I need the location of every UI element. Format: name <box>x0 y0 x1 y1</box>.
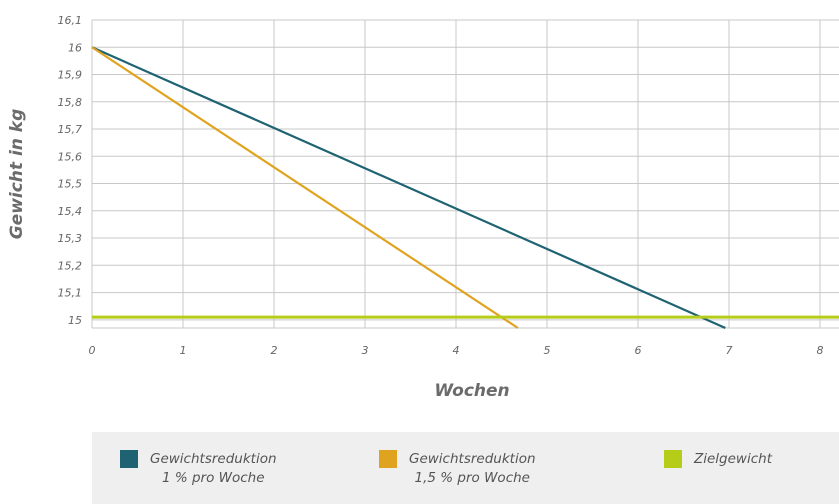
x-tick-label: 2 <box>271 344 278 357</box>
x-tick-label: 7 <box>726 344 733 357</box>
y-tick-label: 15,7 <box>58 123 83 136</box>
y-tick-label: 15,8 <box>58 96 83 109</box>
x-tick-label: 1 <box>180 344 187 357</box>
y-tick-label: 16 <box>68 41 82 54</box>
x-tick-label: 8 <box>817 344 824 357</box>
series-line-1 <box>91 46 726 330</box>
legend-label: Gewichtsreduktion 1 % pro Woche <box>150 451 277 486</box>
x-tick-label: 4 <box>453 344 460 357</box>
y-axis-title: Gewicht in kg <box>7 109 27 240</box>
x-tick-label: 6 <box>635 344 642 357</box>
y-tick-label: 15,3 <box>58 232 83 245</box>
grid <box>91 19 839 329</box>
y-tick-label: 16,1 <box>58 14 83 27</box>
legend: Gewichtsreduktion 1 % pro Woche Gewichtsr… <box>92 432 839 504</box>
legend-item-1-5-percent: Gewichtsreduktion 1,5 % pro Woche <box>379 450 536 488</box>
legend-label: Zielgewicht <box>694 451 772 467</box>
legend-item-zielgewicht: Zielgewicht <box>664 450 772 469</box>
y-tick-label: 15 <box>68 314 82 327</box>
legend-swatch <box>664 450 682 468</box>
y-tick-label: 15,6 <box>58 150 83 163</box>
series-line-2 <box>91 46 519 329</box>
x-tick-label: 0 <box>89 344 96 357</box>
y-tick-label: 15,9 <box>58 69 83 82</box>
x-axis-title: Wochen <box>434 381 509 401</box>
legend-swatch <box>120 450 138 468</box>
x-tick-label: 3 <box>362 344 369 357</box>
y-tick-label: 15,5 <box>58 178 83 191</box>
x-tick-labels: 0 1 2 3 4 5 6 7 8 <box>89 344 824 357</box>
legend-item-1-percent: Gewichtsreduktion 1 % pro Woche <box>120 450 277 488</box>
legend-swatch <box>379 450 397 468</box>
y-tick-label: 15,4 <box>58 205 83 218</box>
y-tick-label: 15,2 <box>58 259 83 272</box>
x-tick-label: 5 <box>544 344 551 357</box>
weight-chart: 16,11615,915,815,715,615,515,415,315,215… <box>7 14 839 401</box>
legend-label: Gewichtsreduktion 1,5 % pro Woche <box>409 451 536 486</box>
y-tick-label: 15,1 <box>58 287 83 300</box>
y-tick-labels: 16,1 16 15,9 15,8 15,7 15,6 15,5 15,4 15,3 15,2 15… <box>58 14 83 327</box>
series-lines <box>91 46 839 330</box>
